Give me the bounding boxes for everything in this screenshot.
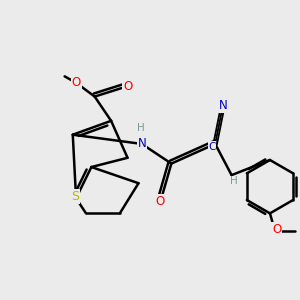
Text: S: S [71, 190, 79, 203]
Text: O: O [272, 223, 282, 236]
Text: C: C [208, 142, 216, 152]
Text: O: O [156, 195, 165, 208]
Text: N: N [137, 137, 146, 150]
Text: N: N [218, 99, 227, 112]
Text: O: O [123, 80, 132, 93]
Text: O: O [71, 76, 81, 89]
Text: H: H [136, 123, 144, 133]
Text: H: H [230, 176, 237, 187]
